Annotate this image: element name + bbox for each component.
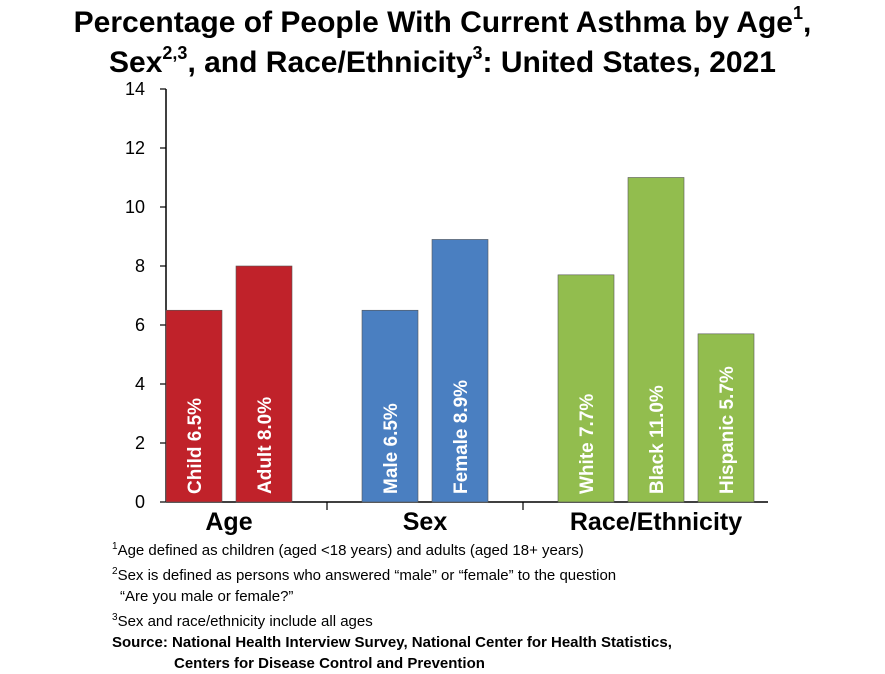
bar-data-label: Hispanic 5.7% — [717, 366, 738, 494]
footnotes: 1Age defined as children (aged <18 years… — [112, 536, 672, 674]
footnote-2: 2Sex is defined as persons who answered … — [112, 561, 672, 586]
y-tick-label: 4 — [135, 374, 145, 394]
footnote-text: Age defined as children (aged <18 years)… — [117, 542, 584, 559]
y-tick-label: 6 — [135, 315, 145, 335]
bar-adult — [235, 265, 293, 503]
chart-title-line2: Sex2,3, and Race/Ethnicity3: United Stat… — [0, 44, 885, 82]
source-line-1: Source: National Health Interview Survey… — [112, 634, 672, 651]
bar-data-label: Female 8.9% — [451, 380, 472, 494]
footnote-marker: 2 — [112, 566, 118, 577]
title-text: Sex — [109, 46, 163, 79]
group-label-0: Age — [205, 508, 252, 536]
footnote-2-cont: “Are you male or female?” — [120, 588, 294, 605]
bar-child — [165, 309, 223, 503]
footnote-marker: 3 — [112, 612, 118, 623]
footnote-text: Sex and race/ethnicity include all ages — [117, 613, 373, 630]
bar-female — [431, 239, 489, 503]
bar-white — [557, 274, 615, 503]
title-footnote-ref: 2,3 — [162, 43, 188, 63]
bar-black — [627, 177, 685, 503]
bar-male — [361, 309, 419, 503]
y-tick-label: 10 — [125, 197, 145, 217]
bar-hispanic — [697, 333, 755, 503]
title-text: Percentage of People With Current Asthma… — [73, 6, 793, 39]
footnote-marker: 1 — [112, 541, 118, 552]
bar-data-label: Child 6.5% — [185, 398, 206, 494]
y-tick-label: 0 — [135, 492, 145, 512]
y-tick-label: 14 — [125, 79, 145, 99]
y-tick-label: 2 — [135, 433, 145, 453]
title-text: : United States, 2021 — [482, 46, 776, 79]
title-footnote-ref: 3 — [472, 43, 483, 63]
bar-data-label: Black 11.0% — [647, 385, 668, 494]
footnote-3: 3Sex and race/ethnicity include all ages — [112, 607, 672, 632]
group-label-2: Race/Ethnicity — [570, 508, 742, 536]
title-text: , and Race/Ethnicity — [187, 46, 473, 79]
bar-data-label: Male 6.5% — [381, 403, 402, 494]
footnote-text: Sex is defined as persons who answered “… — [117, 567, 617, 584]
bar-chart: 0 2 4 6 8 10 12 14 Child 6.5% Adult 8.0%Age Male 6… — [125, 79, 768, 536]
chart-title-line1: Percentage of People With Current Asthma… — [0, 4, 885, 42]
footnote-1: 1Age defined as children (aged <18 years… — [112, 536, 672, 561]
title-text: , — [802, 6, 812, 39]
bar-data-label: White 7.7% — [577, 394, 598, 494]
y-tick-label: 12 — [125, 138, 145, 158]
bar-data-label: Adult 8.0% — [255, 397, 276, 494]
title-footnote-ref: 1 — [792, 3, 803, 23]
y-tick-label: 8 — [135, 256, 145, 276]
group-label-1: Sex — [403, 508, 448, 536]
